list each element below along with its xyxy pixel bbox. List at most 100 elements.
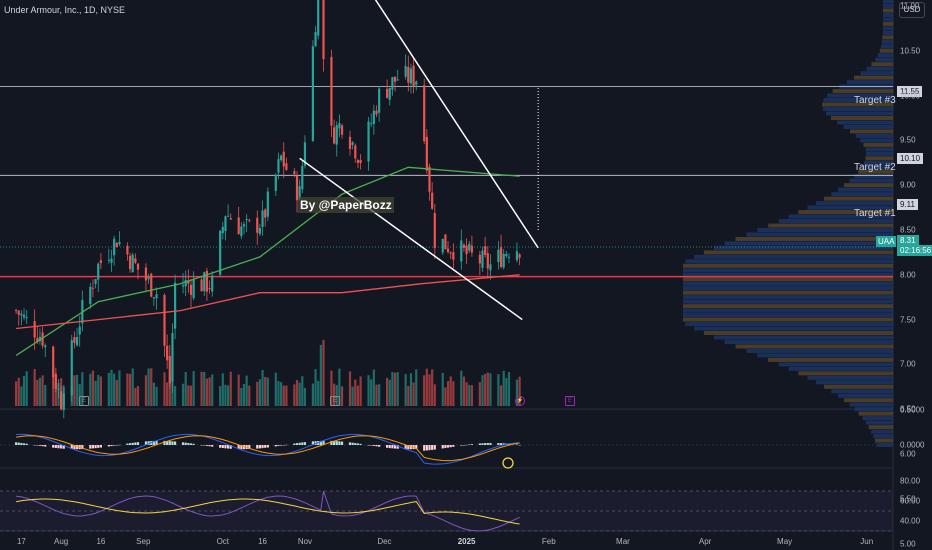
- macd-histogram-bar: [372, 445, 375, 446]
- split-event-icon[interactable]: ⚡: [515, 396, 525, 406]
- volume-bar: [181, 383, 185, 406]
- volume-bar: [460, 370, 463, 406]
- candle-body: [115, 242, 118, 248]
- volume-bar: [221, 373, 224, 406]
- time-axis-label: Apr: [698, 537, 712, 546]
- volume-profile-bar: [882, 21, 893, 26]
- candle-body: [171, 333, 174, 382]
- volume-profile-bar: [685, 322, 893, 327]
- macd-histogram-bar: [489, 442, 492, 445]
- chart-title: Under Armour, Inc., 1D, NYSE: [4, 5, 126, 15]
- candle-body: [274, 174, 277, 191]
- macd-histogram-bar: [285, 444, 288, 446]
- volume-profile-bar: [849, 178, 893, 183]
- candle-body: [507, 256, 511, 258]
- volume-bar: [99, 376, 102, 406]
- candle-body: [181, 285, 185, 287]
- macd-histogram-bar: [237, 445, 240, 450]
- price-axis-label: 10.50: [900, 46, 921, 56]
- candle-body: [52, 346, 55, 378]
- volume-bar: [189, 385, 193, 406]
- candle-body: [128, 255, 132, 270]
- macd-histogram-bar: [348, 442, 352, 445]
- price-axis-label: 10.00: [900, 91, 921, 101]
- volume-profile-bar: [879, 48, 893, 53]
- time-axis-label: 2025: [457, 537, 476, 546]
- candle-body: [240, 226, 243, 237]
- volume-profile-bar: [838, 393, 893, 398]
- macd-histogram-bar: [97, 445, 100, 448]
- macd-histogram-bar: [184, 442, 187, 445]
- candle-body: [211, 275, 214, 292]
- candle-body: [415, 81, 418, 85]
- earnings-event-marker[interactable]: E: [565, 396, 575, 406]
- macd-signal-line: [16, 435, 520, 462]
- candle-body: [407, 66, 410, 83]
- candle-body: [36, 338, 39, 342]
- volume-profile-bar: [683, 286, 893, 291]
- candle-body: [174, 282, 177, 329]
- volume-bar: [211, 374, 214, 406]
- candle-body: [478, 254, 481, 264]
- volume-bar: [20, 386, 23, 406]
- candle-body: [370, 123, 373, 125]
- macd-histogram-bar: [75, 445, 79, 450]
- volume-bar: [282, 385, 285, 406]
- volume-profile-bar: [683, 268, 893, 273]
- volume-bar: [78, 384, 81, 406]
- macd-histogram-bar: [118, 444, 121, 446]
- earnings-event-marker[interactable]: E: [79, 396, 89, 406]
- macd-histogram-bar: [356, 443, 360, 445]
- macd-histogram-bar: [486, 443, 489, 445]
- volume-profile-bar: [863, 160, 893, 165]
- macd-histogram-bar: [462, 445, 466, 446]
- candle-body: [184, 279, 187, 287]
- candle-body: [356, 160, 360, 163]
- volume-profile-bar: [735, 344, 893, 349]
- macd-histogram-bar: [60, 445, 63, 449]
- volume-bar: [128, 373, 132, 406]
- volume-bar: [70, 385, 73, 406]
- candle-body: [277, 159, 280, 173]
- macd-histogram-bar: [333, 440, 336, 445]
- volume-bar: [462, 376, 466, 406]
- macd-histogram-bar: [36, 445, 39, 446]
- volume-profile-bar: [855, 133, 893, 138]
- macd-histogram-bar: [256, 445, 259, 449]
- volume-profile-bar: [788, 366, 893, 371]
- rsi-axis-label: 80.00: [900, 476, 921, 486]
- target-2-label: Target #2: [854, 162, 896, 173]
- volume-bar: [468, 384, 471, 406]
- volume-bar: [266, 377, 269, 406]
- volume-profile-bar: [778, 219, 893, 224]
- candle-body: [248, 219, 251, 221]
- macd-histogram-bar: [240, 445, 243, 450]
- macd-histogram-bar: [303, 442, 307, 445]
- candle-body: [163, 294, 166, 346]
- candle-body: [242, 224, 246, 227]
- volume-profile-bar: [860, 138, 893, 143]
- rsi-ma-line: [16, 498, 520, 525]
- candle-body: [33, 321, 36, 338]
- volume-bar: [205, 378, 208, 406]
- volume-bar: [359, 376, 362, 406]
- candle-body: [348, 136, 352, 149]
- time-axis-label: Nov: [297, 537, 313, 546]
- volume-profile-bar: [881, 44, 893, 49]
- macd-histogram-bar: [378, 445, 381, 447]
- volume-bar: [264, 376, 267, 406]
- macd-histogram-bar: [478, 443, 481, 445]
- macd-histogram-bar: [20, 442, 23, 445]
- volume-bar: [277, 380, 280, 406]
- candle-body: [94, 279, 97, 284]
- candle-body: [70, 340, 73, 396]
- price-axis-label: 7.00: [900, 359, 916, 369]
- macd-histogram-bar: [248, 445, 251, 450]
- candle-body: [229, 218, 232, 220]
- volume-profile-bar: [850, 129, 893, 134]
- volume-profile-bar: [881, 39, 893, 44]
- macd-histogram-bar: [144, 441, 148, 445]
- currency-button[interactable]: USD: [899, 2, 925, 18]
- earnings-event-marker[interactable]: E: [330, 396, 340, 406]
